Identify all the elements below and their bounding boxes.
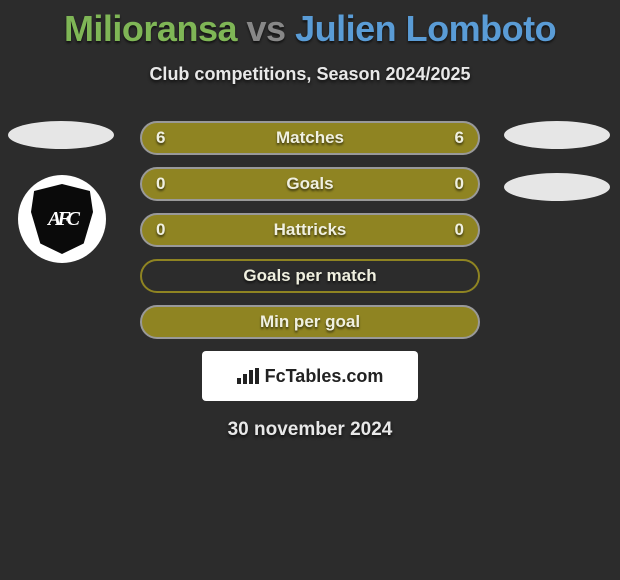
stat-label: Matches	[142, 128, 478, 148]
placeholder-ellipse-left	[8, 121, 114, 149]
stat-row: 6Matches6	[140, 121, 480, 155]
bar-chart-icon	[237, 368, 259, 384]
player2-name: Julien Lomboto	[295, 8, 556, 49]
shield-icon: AFC	[31, 184, 93, 254]
stat-label: Goals	[142, 174, 478, 194]
vs-separator: vs	[247, 8, 286, 49]
stat-row: Min per goal	[140, 305, 480, 339]
stats-container: AFC 6Matches60Goals00Hattricks0Goals per…	[0, 121, 620, 441]
stat-row: 0Goals0	[140, 167, 480, 201]
competition-subtitle: Club competitions, Season 2024/2025	[0, 64, 620, 85]
watermark-box: FcTables.com	[202, 351, 418, 401]
stat-value-right: 0	[455, 174, 464, 194]
placeholder-ellipse-right-1	[504, 121, 610, 149]
stat-value-right: 6	[455, 128, 464, 148]
club-logo-letters: AFC	[48, 208, 76, 231]
snapshot-date: 30 november 2024	[0, 419, 620, 441]
stat-label: Hattricks	[142, 220, 478, 240]
comparison-title: Milioransa vs Julien Lomboto	[0, 0, 620, 50]
stat-row: 0Hattricks0	[140, 213, 480, 247]
stat-label: Goals per match	[142, 266, 478, 286]
stat-value-left: 0	[156, 220, 165, 240]
club-logo: AFC	[18, 175, 106, 263]
stat-label: Min per goal	[142, 312, 478, 332]
stat-row: Goals per match	[140, 259, 480, 293]
stat-value-left: 6	[156, 128, 165, 148]
stat-value-right: 0	[455, 220, 464, 240]
placeholder-ellipse-right-2	[504, 173, 610, 201]
player1-name: Milioransa	[64, 8, 237, 49]
stat-value-left: 0	[156, 174, 165, 194]
watermark-text: FcTables.com	[265, 366, 384, 387]
